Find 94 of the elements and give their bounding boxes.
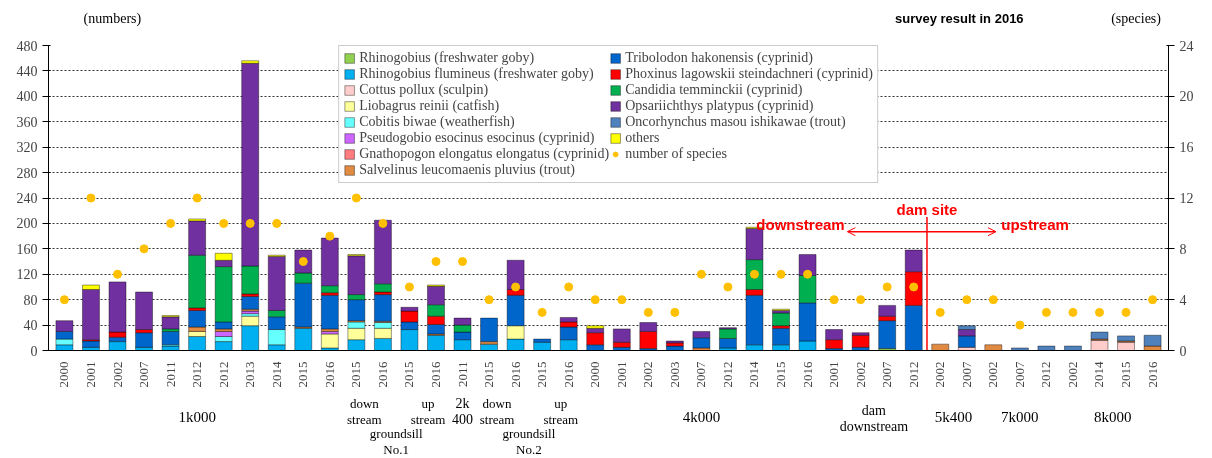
text: groundsill No.1 [369, 426, 423, 457]
x-tick-label: 2012 [189, 361, 205, 388]
legend-label: Opsariichthys platypus (cyprinid) [625, 98, 814, 114]
x-tick-label: 2016 [560, 361, 576, 388]
text: 7k000 [1001, 408, 1039, 425]
x-tick-label: 2012 [905, 361, 921, 388]
x-tick-label: 2002 [932, 361, 948, 388]
y-tick-label: 80 [23, 292, 38, 308]
text: 1k000 [178, 408, 216, 425]
legend-label: Salvelinus leucomaenis pluvius (trout) [359, 162, 575, 178]
x-tick-label: 2015 [1118, 361, 1134, 388]
y-tick-label: 440 [16, 63, 38, 79]
text: 2k 400 [452, 396, 474, 427]
x-tick-label: 2001 [82, 361, 98, 388]
y2-tick-label: 24 [1179, 38, 1194, 54]
annotation: downstream [756, 216, 845, 234]
x-tick-label: 2016 [507, 361, 523, 388]
legend-label: Rhinogobius flumineus (freshwater goby) [359, 66, 594, 82]
x-tick-label: 2016 [374, 361, 390, 388]
text: dam downstream [839, 403, 909, 434]
y2-axis-title: (species) [1111, 11, 1162, 27]
text: 8k000 [1094, 408, 1132, 425]
text: 5k400 [934, 408, 973, 425]
legend-label: number of species [625, 146, 728, 162]
x-tick-label: 2012 [1038, 361, 1054, 388]
x-tick-label: 2014 [746, 361, 762, 388]
legend-label: others [625, 130, 660, 146]
y-tick-label: 40 [23, 318, 38, 334]
legend-label: Oncorhynchus masou ishikawae (trout) [625, 114, 846, 130]
annotation: dam site [896, 200, 958, 218]
legend-label: Cobitis biwae (weatherfish) [359, 114, 515, 130]
text: survey result in 2016 [894, 11, 1024, 26]
x-tick-label: 2015 [773, 361, 789, 388]
text: 4k000 [682, 408, 721, 425]
x-tick-label: 2002 [852, 361, 868, 388]
y-tick-label: 200 [16, 216, 38, 232]
annotation: upstream [1001, 216, 1069, 234]
x-tick-label: 2016 [1144, 361, 1160, 388]
x-tick-label: 2003 [666, 361, 682, 388]
y2-tick-label: 12 [1179, 191, 1194, 206]
x-tick-label: 2014 [268, 361, 284, 388]
legend-label: Candidia temminckii (cyprinid) [625, 82, 803, 98]
x-tick-label: 2002 [1064, 361, 1080, 388]
x-tick-label: 2001 [826, 361, 842, 388]
x-tick-label: 2007 [693, 361, 709, 388]
x-tick-label: 2013 [242, 361, 258, 388]
x-tick-label: 2002 [985, 361, 1001, 388]
y2-tick-label: 8 [1179, 241, 1187, 257]
x-tick-label: 2000 [587, 361, 603, 388]
x-tick-label: 2011 [454, 361, 470, 388]
legend-label: Rhinogobius (freshwater goby) [359, 50, 535, 66]
x-tick-label: 2000 [56, 361, 72, 388]
text: up stream [543, 396, 579, 427]
y2-tick-label: 4 [1179, 292, 1187, 308]
x-tick-label: 2015 [348, 361, 364, 388]
x-tick-label: 2016 [321, 361, 337, 388]
legend-label: Phoxinus lagowskii steindachneri (cyprinid) [625, 66, 873, 82]
x-tick-label: 2015 [534, 361, 550, 388]
x-tick-label: 2012 [215, 361, 231, 388]
y-tick-label: 240 [16, 191, 38, 206]
y-tick-label: 320 [16, 140, 38, 156]
y-tick-label: 120 [16, 267, 38, 283]
text: up stream [410, 396, 446, 427]
y-axis-title: (numbers) [83, 11, 142, 27]
y2-tick-label: 20 [1179, 89, 1194, 105]
x-tick-label: 2007 [136, 361, 152, 388]
x-tick-label: 2007 [958, 361, 974, 388]
x-tick-label: 2001 [613, 361, 629, 388]
x-tick-label: 2015 [481, 361, 497, 388]
x-tick-label: 2007 [1011, 361, 1027, 388]
x-tick-label: 2002 [109, 361, 125, 388]
legend-label: Tribolodon hakonensis (cyprinid) [625, 50, 813, 66]
y2-tick-label: 16 [1179, 140, 1194, 156]
y-tick-label: 400 [16, 89, 38, 105]
legend-label: Gnathopogon elongatus elongatus (cyprinid) [359, 146, 610, 162]
x-tick-label: 2007 [879, 361, 895, 388]
legend-label: Liobagrus reinii (catfish) [359, 98, 500, 114]
x-tick-label: 2015 [401, 361, 417, 388]
y-tick-label: 280 [16, 165, 38, 181]
legend-label: Cottus pollux (sculpin) [359, 82, 489, 98]
text: groundsill No.2 [502, 426, 556, 457]
y-tick-label: 160 [16, 241, 38, 257]
x-tick-label: 2016 [427, 361, 443, 388]
legend-label: Pseudogobio esocinus esocinus (cyprinid) [359, 130, 595, 146]
x-tick-label: 2016 [799, 361, 815, 388]
x-tick-label: 2014 [1091, 361, 1107, 388]
y-tick-label: 480 [16, 38, 38, 54]
x-tick-label: 2012 [719, 361, 735, 388]
x-tick-label: 2015 [295, 361, 311, 388]
y-tick-label: 360 [16, 114, 38, 130]
y2-tick-label: 0 [1179, 343, 1187, 359]
y-tick-label: 0 [30, 343, 38, 359]
x-tick-label: 2002 [640, 361, 656, 388]
x-tick-label: 2011 [162, 361, 178, 388]
